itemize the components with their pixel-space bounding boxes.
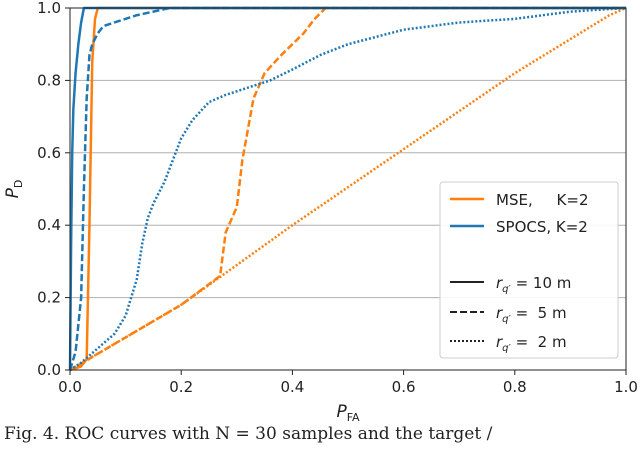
x-axis-label: PFA	[336, 402, 360, 424]
legend-label-r10-sub: q′	[502, 284, 511, 295]
legend-label-r10: rq′ = 10 m	[496, 274, 571, 295]
y-axis-label-main: P	[3, 187, 23, 198]
y-tick-label: 0.4	[37, 216, 61, 234]
legend-label-r10-rest: = 10 m	[511, 274, 572, 292]
legend-label-r5-sub: q′	[502, 314, 511, 325]
plot-frame	[69, 7, 627, 371]
x-tick-label: 0.6	[392, 378, 416, 396]
legend-label-spocs: SPOCS, K=2	[496, 218, 588, 236]
series-line-spocs-dashed	[68, 6, 626, 371]
legend-label-r5: rq′ = 5 m	[496, 304, 567, 325]
y-axis-label: PD	[3, 180, 25, 199]
tick-layer: 0.0 0.2 0.4 0.6 0.8 1.0 0.0 0.2 0.4 0.6 0.8 1.0	[37, 0, 638, 396]
x-axis-label-sub: FA	[347, 411, 360, 424]
legend-label-r2-rest: = 2 m	[511, 333, 567, 351]
legend-label-r2: rq′ = 2 m	[496, 333, 567, 354]
x-tick-label: 0.2	[169, 378, 193, 396]
series-line-mse-dotted	[69, 6, 627, 372]
legend: MSE, K=2 SPOCS, K=2 rq′ = 10 m rq′ = 5 m…	[439, 181, 619, 359]
y-tick-label: 0.2	[37, 289, 61, 307]
y-axis-label-sub: D	[12, 180, 25, 188]
legend-label-r10-symbol: r	[496, 274, 503, 292]
series-line-spocs-dotted	[69, 6, 627, 372]
legend-label-r5-symbol: r	[496, 304, 503, 322]
legend-label-r5-rest: = 5 m	[511, 304, 567, 322]
y-tick-label: 0.6	[37, 144, 61, 162]
y-tick-label: 0.0	[37, 361, 61, 379]
roc-chart: 0.00.20.40.60.81.00.0 0.2 0.4 0.6 0.8 1.0 PFA…	[3, 0, 638, 424]
legend-label-r2-symbol: r	[496, 333, 503, 351]
legend-label-mse: MSE, K=2	[496, 191, 589, 209]
legend-box	[439, 181, 619, 359]
x-axis-label-main: P	[336, 402, 347, 422]
figure-caption: Fig. 4. ROC curves with N = 30 samples a…	[4, 424, 493, 444]
y-tick-label: 1.0	[37, 0, 61, 17]
x-tick-label: 0.0	[58, 378, 82, 396]
x-tick-label: 1.0	[614, 378, 638, 396]
legend-label-r2-sub: q′	[502, 343, 511, 354]
x-tick-label: 0.8	[503, 378, 527, 396]
x-tick-label: 0.4	[280, 378, 304, 396]
y-tick-label: 0.8	[37, 71, 61, 89]
series-line-mse-solid	[69, 6, 626, 372]
